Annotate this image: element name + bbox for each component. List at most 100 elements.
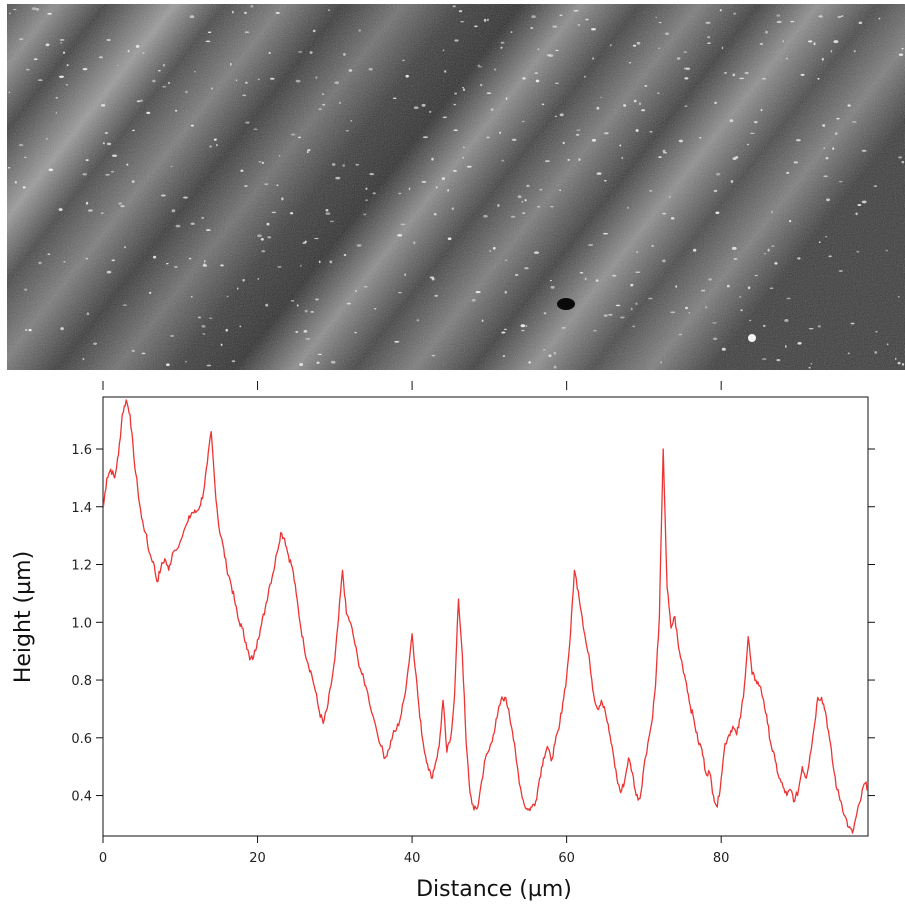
afm-particle	[595, 279, 599, 282]
afm-particle	[747, 143, 749, 146]
afm-particle	[526, 184, 530, 188]
afm-particle	[290, 133, 296, 136]
afm-particle	[421, 180, 427, 183]
afm-particle	[185, 90, 188, 94]
afm-particle	[796, 139, 801, 142]
afm-particle	[750, 132, 755, 134]
afm-particle	[603, 232, 608, 235]
afm-particle	[453, 103, 457, 106]
afm-particle	[875, 330, 878, 333]
afm-particle	[343, 52, 346, 56]
afm-particle	[730, 180, 734, 183]
afm-particle	[170, 165, 173, 168]
afm-particle	[141, 52, 145, 54]
afm-particle	[619, 144, 622, 147]
afm-particle	[554, 115, 558, 118]
afm-particle	[675, 285, 678, 288]
afm-particle	[514, 273, 519, 276]
afm-particle	[592, 57, 595, 60]
afm-particle	[700, 289, 706, 292]
afm-particle	[724, 72, 727, 74]
afm-particle	[609, 44, 612, 47]
afm-particle	[733, 12, 737, 15]
afm-particle	[447, 189, 450, 192]
afm-particle	[413, 241, 416, 245]
afm-particle	[209, 145, 212, 148]
afm-particle	[790, 20, 795, 23]
afm-particle	[120, 205, 125, 208]
afm-particle	[471, 298, 476, 302]
afm-particle	[901, 47, 904, 50]
y-tick-label: 0.4	[71, 790, 92, 805]
afm-particle	[335, 176, 341, 180]
afm-particle	[244, 184, 248, 188]
afm-particle	[825, 156, 829, 160]
afm-particle	[548, 354, 552, 358]
afm-particle	[189, 15, 195, 19]
afm-particle	[356, 244, 362, 247]
afm-particle	[477, 66, 483, 68]
afm-particle	[245, 81, 248, 84]
afm-particle	[885, 249, 889, 252]
afm-particle	[651, 245, 654, 247]
afm-particle	[823, 147, 825, 149]
afm-particle	[257, 278, 260, 280]
top-axis-ticks	[102, 381, 722, 390]
afm-particle	[774, 262, 778, 265]
afm-particle	[339, 101, 341, 105]
afm-particle	[372, 192, 376, 195]
afm-particle	[684, 77, 689, 80]
afm-particle	[202, 332, 206, 335]
afm-particle	[826, 198, 830, 202]
afm-particle	[429, 110, 432, 113]
afm-particle	[278, 155, 281, 157]
afm-particle	[847, 352, 850, 355]
afm-particle	[522, 212, 526, 214]
afm-particle	[454, 92, 458, 95]
afm-particle	[55, 97, 59, 99]
afm-particle	[658, 47, 661, 50]
afm-particle	[770, 210, 773, 214]
afm-particle	[886, 343, 889, 346]
afm-particle	[633, 99, 637, 103]
afm-particle	[277, 265, 282, 268]
afm-particle	[738, 296, 742, 298]
afm-particle	[100, 104, 106, 107]
afm-particle	[220, 343, 223, 346]
afm-particle	[126, 163, 129, 166]
afm-particle	[131, 180, 135, 183]
afm-particle	[146, 111, 151, 115]
afm-particle	[635, 129, 639, 132]
afm-particle	[236, 287, 239, 290]
afm-particle	[188, 257, 192, 260]
afm-particle	[502, 355, 506, 357]
afm-particle	[729, 119, 734, 123]
afm-particle	[45, 138, 49, 140]
afm-particle	[265, 303, 269, 307]
afm-particle	[22, 186, 26, 189]
afm-particle	[562, 141, 565, 145]
afm-particle	[660, 361, 663, 364]
afm-particle	[684, 105, 688, 107]
afm-particle	[578, 158, 581, 161]
afm-particle	[683, 51, 688, 53]
afm-particle	[111, 259, 116, 262]
afm-particle	[576, 129, 581, 131]
afm-particles	[7, 4, 905, 369]
afm-particle	[86, 312, 90, 316]
afm-particle	[837, 15, 842, 19]
afm-particle	[190, 296, 193, 298]
afm-particle	[295, 79, 301, 83]
afm-particle	[209, 317, 213, 319]
afm-particle	[537, 205, 541, 208]
afm-particle	[539, 188, 543, 191]
afm-particle	[454, 39, 459, 42]
afm-particle	[857, 203, 862, 207]
afm-particle	[528, 361, 532, 364]
afm-particle	[685, 306, 688, 310]
afm-particle	[658, 156, 662, 159]
afm-particle	[521, 120, 525, 123]
x-tick-label: 40	[404, 851, 421, 866]
afm-particle	[641, 109, 646, 112]
afm-particle	[494, 68, 496, 71]
